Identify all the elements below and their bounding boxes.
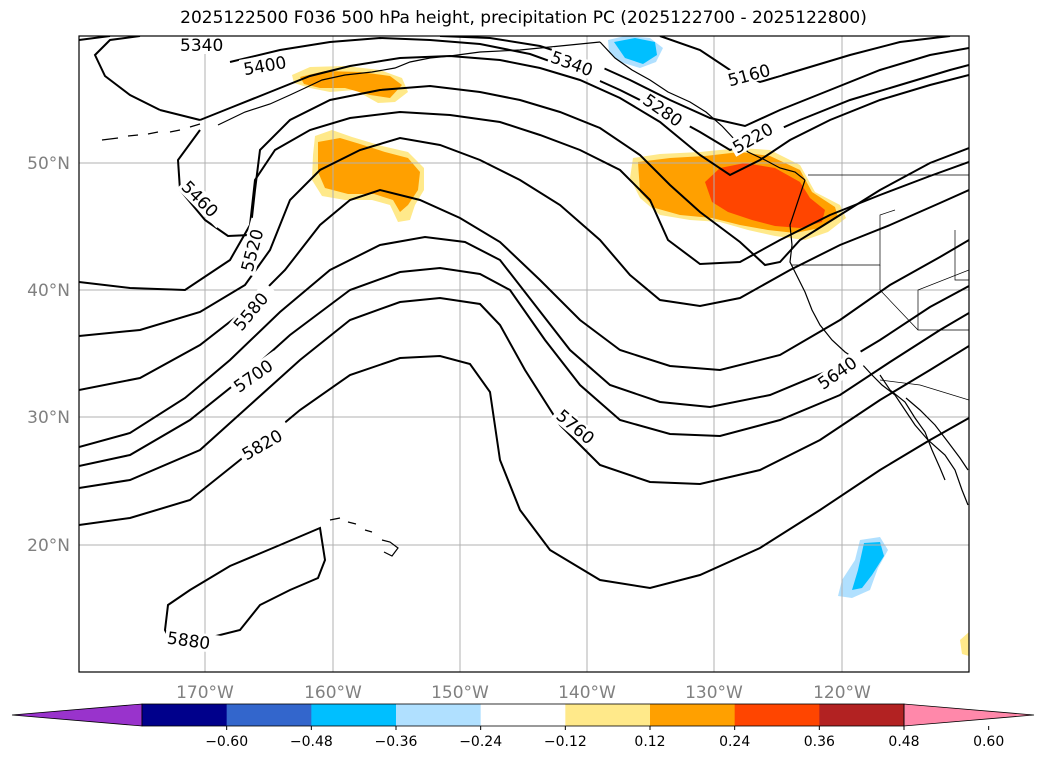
lat-tick-label: 40°N [27, 281, 70, 301]
lon-tick-label: 170°W [176, 683, 234, 703]
precip-region-edge [960, 632, 969, 656]
lon-tick-label: 150°W [431, 683, 489, 703]
precip-negative-baja-core [852, 542, 884, 590]
coast-baja [879, 374, 969, 481]
lon-tick-label: 120°W [813, 683, 871, 703]
contour-label: 5820 [239, 426, 286, 465]
colorbar-tick-label: 0.36 [804, 734, 835, 750]
coast-aleutians [101, 123, 201, 141]
lon-tick-label: 160°W [304, 683, 362, 703]
colorbar-extend-high [903, 703, 1035, 727]
colorbar-segment [142, 704, 228, 726]
colorbar-segment [396, 704, 482, 726]
contour-5220 [439, 36, 969, 128]
colorbar-tick-label: 0.48 [888, 734, 919, 750]
coast-alaska-peninsula [217, 55, 451, 126]
colorbar-segment [819, 704, 905, 726]
contour-label: 5340 [180, 36, 223, 56]
colorbar-tick-label: −0.48 [290, 734, 333, 750]
precip-negative-bc-core [614, 38, 657, 64]
colorbar-segment [226, 704, 312, 726]
contour-5400 [176, 84, 969, 267]
colorbar-segment [480, 704, 566, 726]
coast-hawaii [329, 517, 399, 557]
coast-west-us [789, 179, 969, 506]
lat-tick-label: 50°N [27, 154, 70, 174]
contour-5340b [79, 36, 161, 111]
lat-tick-label: 20°N [27, 536, 70, 556]
contour-5520 [79, 136, 969, 337]
colorbar-tick-label: 0.60 [973, 734, 1004, 750]
colorbar-frame [141, 703, 905, 727]
contour-5820 [79, 354, 969, 590]
colorbar-segment [311, 704, 397, 726]
contour-5640 [79, 235, 969, 448]
colorbar-segment [565, 704, 651, 726]
contour-label: 5160 [726, 61, 773, 92]
coast-alaska-gulf [449, 41, 601, 57]
contour-label: 5340 [548, 48, 595, 82]
colorbar-tick-label: −0.12 [544, 734, 587, 750]
axis-labels: 170°W 160°W 150°W 140°W 130°W 120°W 20°N… [27, 154, 871, 703]
contour-5160 [659, 36, 951, 84]
colorbar-tick-label: −0.24 [459, 734, 502, 750]
colorbar-extend-low [11, 703, 143, 727]
plot-frame [78, 35, 970, 673]
contour-5760 [79, 296, 969, 489]
colorbar-segment [650, 704, 736, 726]
contour-label: 5520 [238, 227, 269, 274]
contour-5460 [79, 110, 969, 292]
colorbar-tick-label: −0.36 [375, 734, 418, 750]
map-area: 5340 5400 5340 5160 5280 5220 5460 5520 … [79, 36, 969, 672]
colorbar-segment [734, 704, 820, 726]
lat-tick-label: 30°N [27, 408, 70, 428]
colorbar-tick-label: −0.60 [205, 734, 248, 750]
colorbar-tick-label: 0.12 [634, 734, 665, 750]
colorbar: −0.60 −0.48 −0.36 −0.24 −0.12 0.12 0.24 0.36 0.4… [11, 703, 1035, 750]
coastlines [101, 41, 969, 557]
colorbar-tick-label: 0.24 [719, 734, 750, 750]
contour-5340 [159, 54, 969, 177]
map-title: 2025122500 F036 500 hPa height, precipit… [180, 8, 867, 28]
contour-labels: 5340 5400 5340 5160 5280 5220 5460 5520 … [164, 36, 869, 654]
lon-tick-label: 130°W [685, 683, 743, 703]
precip-shading [292, 36, 969, 656]
political-borders [792, 174, 969, 401]
lon-tick-label: 140°W [558, 683, 616, 703]
height-contours [79, 36, 969, 641]
